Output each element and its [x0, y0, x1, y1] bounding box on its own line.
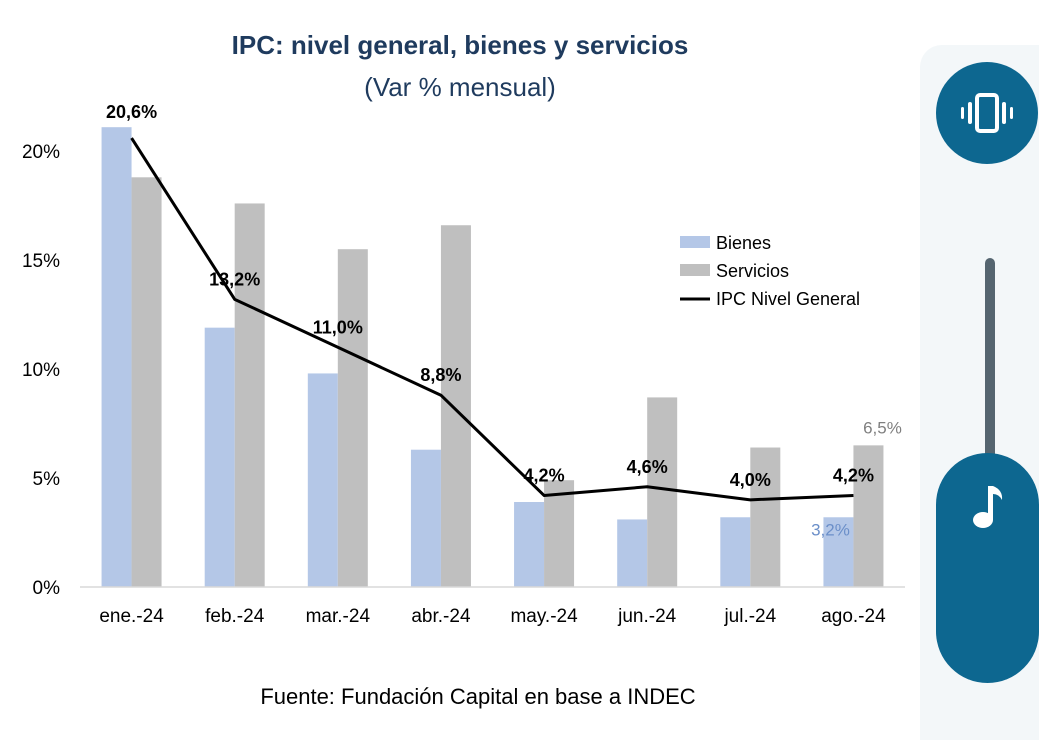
- bar-bienes-feb.-24: [204, 327, 235, 587]
- bar-servicios-mar.-24: [337, 249, 368, 587]
- line-data-label: 11,0%: [313, 317, 363, 337]
- vibrate-button[interactable]: [936, 62, 1038, 164]
- labels-layer: 20,6% 13,2% 11,0% 8,8% 4,2% 4,6% 4,0% 4,2% 6,5% 3…: [106, 102, 902, 539]
- bar-bienes-mar.-24: [307, 373, 338, 587]
- bars-layer: [101, 127, 884, 588]
- x-tick-label: may.-24: [510, 606, 578, 627]
- bar-bienes-may.-24: [514, 502, 545, 587]
- line-data-label: 4,0%: [730, 470, 771, 490]
- bar-servicios-jul.-24: [750, 447, 781, 587]
- bar-servicios-abr.-24: [440, 225, 471, 587]
- line-layer: [130, 137, 854, 502]
- bar-servicios-feb.-24: [234, 203, 265, 588]
- axis-layer: ene.-24 feb.-24 mar.-24 abr.-24 may.-24 jun.-…: [22, 142, 905, 627]
- line-data-label: 13,2%: [209, 269, 260, 289]
- x-tick-label: jul.-24: [723, 606, 776, 627]
- source-note: Fuente: Fundación Capital en base a INDE…: [260, 684, 696, 709]
- legend: Bienes Servicios IPC Nivel General: [680, 233, 860, 309]
- y-tick-label: 15%: [22, 251, 60, 272]
- y-tick-label: 0%: [33, 578, 61, 599]
- chart: ene.-24 feb.-24 mar.-24 abr.-24 may.-24 jun.-…: [22, 102, 905, 627]
- bar-bienes-abr.-24: [410, 449, 441, 587]
- x-tick-label: ago.-24: [821, 606, 886, 627]
- vibrate-icon: [961, 93, 1013, 133]
- bar-servicios-ago.-24: [853, 445, 884, 587]
- line-data-label: 4,2%: [524, 465, 565, 485]
- bar-annotation: 6,5%: [863, 418, 902, 437]
- x-tick-label: ene.-24: [99, 606, 164, 627]
- y-tick-label: 5%: [33, 469, 61, 490]
- bar-servicios-ene.-24: [131, 177, 162, 587]
- bar-bienes-ago.-24: [823, 517, 854, 587]
- legend-label: Servicios: [716, 261, 789, 281]
- chart-title: IPC: nivel general, bienes y servicios: [231, 30, 689, 60]
- legend-swatch: [680, 264, 710, 276]
- line-data-label: 4,2%: [833, 465, 874, 485]
- volume-slider-track[interactable]: [985, 258, 995, 478]
- legend-swatch: [680, 236, 710, 248]
- line-data-label: 20,6%: [106, 102, 157, 122]
- line-data-label: 8,8%: [420, 365, 461, 385]
- bar-servicios-may.-24: [544, 480, 575, 587]
- x-tick-label: feb.-24: [205, 606, 265, 627]
- line-ipc-nivel-general: [130, 137, 854, 502]
- bar-annotation: 3,2%: [811, 520, 850, 539]
- x-tick-label: mar.-24: [306, 606, 371, 627]
- y-tick-label: 20%: [22, 142, 60, 163]
- x-tick-label: abr.-24: [411, 606, 471, 627]
- bar-servicios-jun.-24: [647, 397, 678, 587]
- bar-bienes-jun.-24: [617, 519, 648, 587]
- bar-bienes-jul.-24: [720, 517, 751, 587]
- volume-slider-fill[interactable]: [936, 453, 1039, 683]
- music-note-icon: [973, 486, 1003, 528]
- y-tick-label: 10%: [22, 360, 60, 381]
- bar-bienes-ene.-24: [101, 127, 132, 587]
- x-tick-label: jun.-24: [617, 606, 677, 627]
- legend-label: IPC Nivel General: [716, 289, 860, 309]
- legend-label: Bienes: [716, 233, 771, 253]
- line-data-label: 4,6%: [627, 457, 668, 477]
- chart-subtitle: (Var % mensual): [364, 72, 556, 102]
